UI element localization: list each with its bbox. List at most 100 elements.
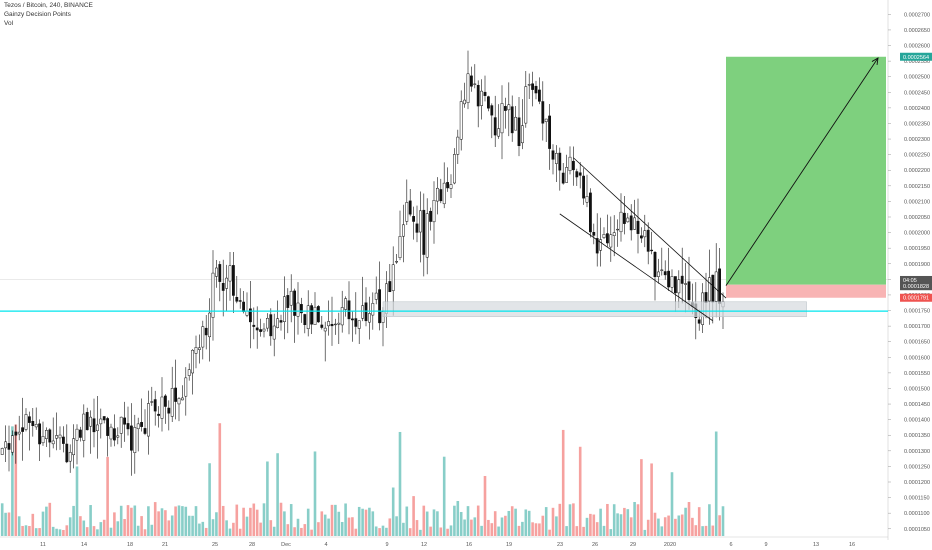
candle-body xyxy=(68,452,72,462)
candle-body xyxy=(296,302,300,317)
candle-body xyxy=(75,428,79,441)
volume-bar xyxy=(385,527,388,536)
volume-bar xyxy=(677,515,681,536)
drawings[interactable] xyxy=(0,56,888,321)
volume-bar xyxy=(272,526,276,536)
volume-bar xyxy=(317,522,320,536)
candle-body xyxy=(272,325,276,340)
volume-bar xyxy=(351,517,354,536)
volume-bar xyxy=(565,526,568,536)
candle-body xyxy=(252,324,256,327)
volume-bar xyxy=(215,512,218,536)
candle-body xyxy=(708,277,711,302)
volume-bar xyxy=(636,504,640,536)
price-tick-label: 0.0002000 xyxy=(904,231,930,237)
volume-bar xyxy=(310,529,313,536)
candle-body xyxy=(436,187,439,202)
candle-body xyxy=(174,387,177,402)
volume-bar xyxy=(327,518,330,536)
volume-bar xyxy=(643,529,647,536)
candle-body xyxy=(259,329,263,332)
volume-bar xyxy=(473,517,477,536)
candle-body xyxy=(606,233,609,244)
candle-body xyxy=(616,228,620,231)
volume-bar xyxy=(238,528,242,536)
volume-bar xyxy=(330,504,334,536)
candle-body xyxy=(269,314,273,337)
candle-body xyxy=(504,106,507,111)
price-tick-label: 0.0002200 xyxy=(904,168,930,174)
time-tick-label: 11 xyxy=(40,542,46,548)
volume-bar xyxy=(548,529,551,536)
candle-body xyxy=(198,347,201,350)
volume-bar xyxy=(429,526,432,536)
candle-body xyxy=(160,396,164,419)
volume-bar xyxy=(398,431,402,536)
candle-body xyxy=(21,427,25,432)
volume-bar xyxy=(279,502,283,536)
volume-bar xyxy=(507,510,511,536)
volume-bar xyxy=(82,520,86,536)
candle-body xyxy=(551,150,555,160)
indicator-label[interactable]: Gainzy Decision Points xyxy=(4,11,71,18)
volume-bar xyxy=(578,446,582,536)
volume-bar xyxy=(126,505,130,536)
volume-bar xyxy=(334,504,337,536)
time-tick-label: 13 xyxy=(813,542,819,548)
volume-bar xyxy=(45,506,48,536)
volume-bar xyxy=(510,506,514,536)
candle-body xyxy=(235,297,239,302)
candle-body xyxy=(310,305,314,325)
candle-body xyxy=(470,75,473,87)
volume-bar xyxy=(595,522,599,536)
price-tick-label: 0.0002050 xyxy=(904,215,930,221)
candle-body xyxy=(0,448,4,455)
price-tick-label: 0.0001100 xyxy=(904,511,930,517)
volume-bar xyxy=(164,510,167,536)
candle-body xyxy=(538,89,541,102)
candle-body xyxy=(442,182,446,205)
candle-body xyxy=(626,217,630,223)
candle-body xyxy=(558,152,562,171)
candle-body xyxy=(402,224,405,237)
price-tick-label: 0.0002700 xyxy=(904,12,930,18)
candle-body xyxy=(674,276,677,294)
volume-bar xyxy=(422,505,426,536)
volume-bar xyxy=(718,515,721,536)
volume-bar xyxy=(177,505,181,536)
candle-body xyxy=(119,416,123,434)
price-tick-label: 0.0001050 xyxy=(904,527,930,533)
candle-body xyxy=(517,117,521,147)
volume-label[interactable]: Vol xyxy=(4,20,14,27)
candle-body xyxy=(116,435,120,438)
volume-bar xyxy=(674,518,677,536)
candle-body xyxy=(684,283,688,285)
price-tick-label: 0.0002250 xyxy=(904,153,930,159)
candle-body xyxy=(408,200,412,215)
volume-bar xyxy=(470,519,473,536)
candle-body xyxy=(126,423,130,430)
volume-bar xyxy=(232,522,235,536)
price-tick-label: 0.0002100 xyxy=(904,199,930,205)
price-tick-label: 0.0002400 xyxy=(904,106,930,112)
volume-bar xyxy=(432,509,436,536)
volume-bar xyxy=(187,515,191,536)
volume-bar xyxy=(653,512,657,536)
volume-bar xyxy=(211,519,215,536)
volume-bar xyxy=(592,514,596,536)
candle-body xyxy=(276,318,280,328)
volume-bar xyxy=(24,525,28,536)
volume-bar xyxy=(228,528,232,536)
volume-bar xyxy=(517,525,521,536)
candle-body xyxy=(415,223,419,233)
candle-body xyxy=(340,307,344,326)
time-tick-label: 14 xyxy=(81,542,87,548)
volume-bar xyxy=(558,503,562,536)
volume-bar xyxy=(364,509,368,536)
candle-body xyxy=(109,426,113,440)
volume-bar xyxy=(4,512,7,536)
target-arrow-line xyxy=(725,57,879,286)
volume-bar xyxy=(619,514,623,536)
candle-body xyxy=(136,423,140,430)
